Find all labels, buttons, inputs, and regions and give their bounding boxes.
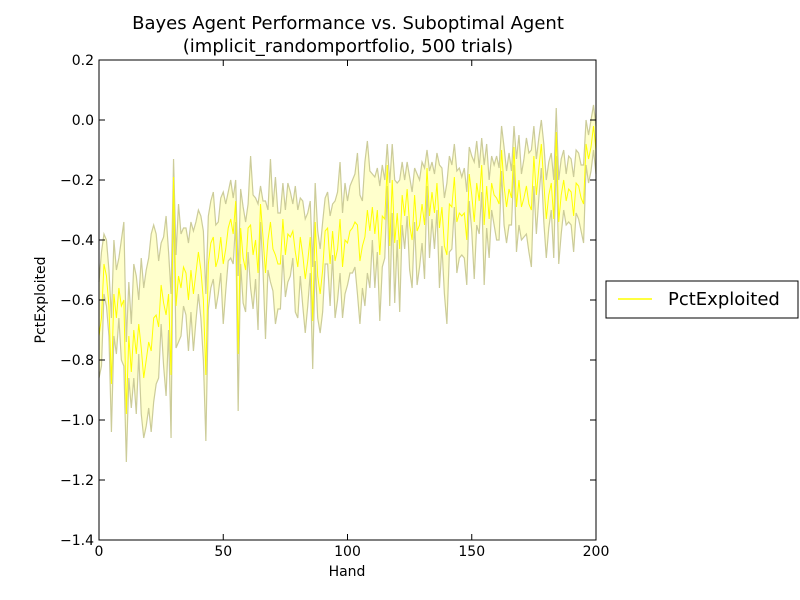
y-tick-label: 0.2 (72, 53, 94, 69)
y-tick-label: 0.0 (72, 113, 94, 129)
y-axis: 0.2 0.0 −0.2 −0.4 −0.6 −0.8 −1.0 −1.2 −1.4 (60, 53, 596, 549)
x-tick-label: 100 (334, 544, 361, 560)
x-tick-label: 150 (458, 544, 485, 560)
y-tick-label: −0.8 (60, 353, 94, 369)
series-upper-bound-line (98, 104, 597, 343)
x-tick-label: 0 (95, 544, 104, 560)
plot-background (99, 60, 596, 540)
x-axis-label: Hand (329, 564, 366, 580)
x-tick-label: 200 (583, 544, 610, 560)
plot-area (98, 59, 597, 541)
y-tick-label: −1.4 (60, 533, 94, 549)
y-tick-label: −0.4 (60, 233, 94, 249)
legend-label-pctexploited: PctExploited (668, 289, 780, 310)
x-axis: 0 50 100 150 200 (95, 60, 610, 560)
legend: PctExploited (605, 280, 799, 319)
x-tick-label: 50 (214, 544, 232, 560)
series-line-pctexploited (98, 125, 597, 415)
y-axis-label: PctExploited (33, 257, 49, 344)
y-tick-label: −0.6 (60, 293, 94, 309)
y-tick-label: −1.0 (60, 413, 94, 429)
y-tick-label: −1.2 (60, 473, 94, 489)
chart-title-line-1: Bayes Agent Performance vs. Suboptimal A… (132, 13, 564, 34)
series-lower-bound-line (98, 149, 597, 463)
chart-title-line-2: (implicit_randomportfolio, 500 trials) (183, 36, 513, 57)
y-tick-label: −0.2 (60, 173, 94, 189)
